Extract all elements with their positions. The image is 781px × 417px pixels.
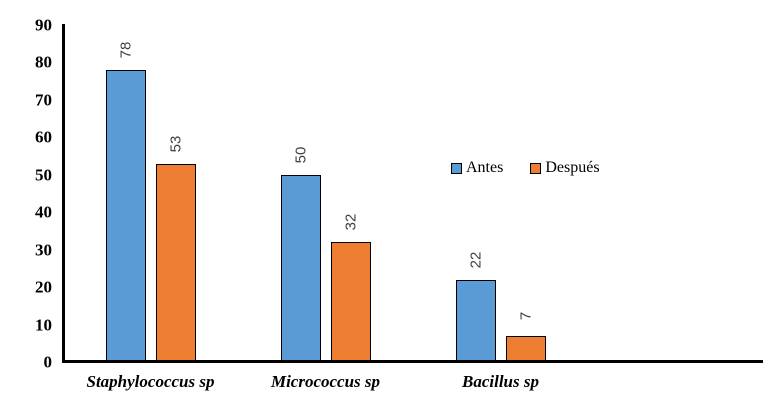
y-axis-line [62, 24, 65, 363]
legend-item-antes: Antes [451, 159, 503, 177]
legend-item-despues: Después [530, 159, 600, 177]
legend-swatch-despues [530, 162, 542, 174]
y-axis-tick-label: 60 [35, 127, 52, 147]
bar-antes-3 [455, 279, 496, 362]
x-axis-line [62, 360, 763, 363]
data-label: 78 [117, 41, 134, 59]
y-axis-tick-label: 80 [35, 52, 52, 72]
y-axis-tick-label: 50 [35, 165, 52, 185]
legend-swatch-antes [451, 162, 462, 174]
bar-antes-2 [280, 174, 321, 362]
legend-label-antes: Antes [466, 159, 504, 176]
y-axis-tick-label: 90 [35, 15, 52, 35]
x-axis-category-label: Micrococcus sp [270, 372, 381, 391]
y-axis-tick-label: 0 [43, 352, 53, 372]
data-label: 53 [167, 135, 184, 152]
x-axis-category-label: Staphylococcus sp [86, 372, 215, 391]
bar-después-3 [505, 335, 546, 362]
data-label: 32 [342, 213, 359, 231]
y-axis-tick-label: 70 [35, 90, 52, 110]
y-axis-tick-label: 30 [35, 240, 52, 260]
data-label: 7 [517, 311, 534, 320]
bar-antes-1 [105, 69, 146, 362]
bar-después-1 [155, 163, 196, 362]
y-axis-tick-label: 40 [35, 202, 52, 222]
x-axis-category-label: Bacillus sp [462, 372, 539, 391]
data-label: 50 [292, 146, 309, 164]
y-axis-tick-label: 10 [35, 315, 52, 335]
legend: Antes Después [451, 159, 600, 177]
data-label: 22 [467, 251, 484, 268]
y-axis-tick-label: 20 [35, 277, 52, 297]
bar-después-2 [330, 242, 371, 362]
legend-label-despues: Después [545, 159, 600, 176]
